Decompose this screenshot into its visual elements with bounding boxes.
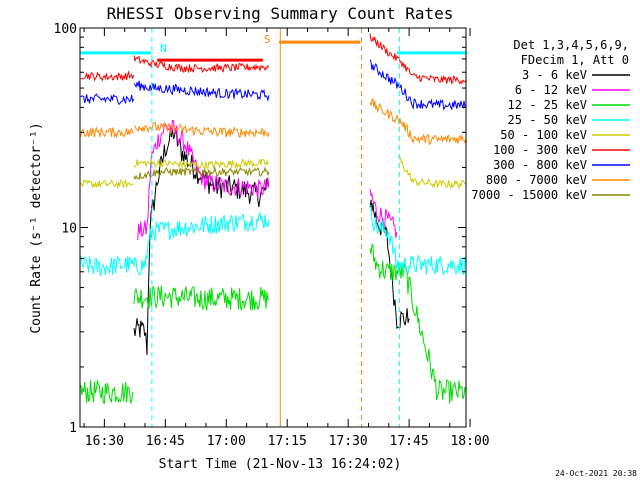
legend: Det 1,3,4,5,6,9, FDecim 1, Att 0 3 - 6 k…	[471, 38, 630, 202]
legend-label: 6 - 12 keV	[515, 83, 587, 97]
x-tick-label: 17:45	[390, 434, 429, 449]
series-line	[369, 97, 467, 146]
series-line	[133, 157, 270, 171]
legend-header-1: Det 1,3,4,5,6,9,	[513, 38, 629, 52]
series-line	[369, 244, 467, 404]
series-line	[369, 59, 467, 111]
series-line	[134, 121, 270, 138]
y-tick-label: 10	[61, 222, 77, 237]
legend-label: 12 - 25 keV	[508, 98, 587, 112]
saa-annotation: S	[264, 33, 271, 46]
x-tick-label: 17:15	[268, 434, 307, 449]
legend-label: 50 - 100 keV	[500, 128, 587, 142]
axis-layer: 16:30 16:45 17:00 17:15 17:30 17:45 18:00 1 10 10…	[54, 22, 490, 449]
series-layer	[80, 33, 467, 405]
night-annotation: N	[160, 42, 167, 55]
series-7000-15000keV	[133, 165, 270, 181]
y-tick-label: 1	[69, 421, 77, 436]
series-line	[80, 126, 134, 139]
series-line	[369, 33, 467, 85]
series-line	[80, 380, 134, 405]
series-line	[399, 156, 467, 190]
series-100-300keV	[80, 33, 467, 85]
x-tick-label: 17:00	[207, 434, 246, 449]
series-line	[133, 211, 270, 276]
x-axis-label: Start Time (21-Nov-13 16:24:02)	[159, 457, 402, 472]
y-tick-label: 100	[54, 22, 77, 37]
series-line	[80, 178, 134, 188]
legend-label: 100 - 300 keV	[493, 143, 587, 157]
series-50-100keV	[80, 156, 467, 190]
legend-label: 7000 - 15000 keV	[471, 188, 587, 202]
series-line	[80, 93, 135, 105]
legend-label: 3 - 6 keV	[522, 68, 587, 82]
series-12-25keV	[80, 244, 467, 405]
series-line	[133, 80, 270, 102]
series-3-6keV	[133, 126, 410, 356]
series-line	[133, 55, 270, 74]
overlay-layer	[80, 28, 467, 427]
series-line	[370, 205, 467, 277]
legend-label: 25 - 50 keV	[508, 113, 587, 127]
legend-label: 300 - 800 keV	[493, 158, 587, 172]
legend-header-2: FDecim 1, Att 0	[521, 53, 629, 67]
footer-timestamp: 24-Oct-2021 20:38	[555, 469, 637, 478]
series-line	[80, 255, 135, 277]
series-25-50keV	[80, 205, 467, 277]
series-line	[369, 199, 410, 330]
y-axis-label: Count Rate (s⁻¹ detector⁻¹)	[29, 122, 44, 333]
chart-title: RHESSI Observing Summary Count Rates	[107, 4, 454, 23]
series-line	[80, 70, 135, 82]
x-tick-label: 18:00	[450, 434, 489, 449]
x-tick-label: 16:30	[85, 434, 124, 449]
plot-frame	[79, 27, 467, 428]
x-tick-label: 16:45	[146, 434, 185, 449]
series-line	[133, 285, 270, 311]
x-tick-label: 17:30	[329, 434, 368, 449]
series-line	[137, 119, 270, 241]
legend-label: 800 - 7000 keV	[486, 173, 587, 187]
series-800-7000keV	[80, 97, 467, 146]
series-line	[133, 165, 270, 181]
series-300-800keV	[80, 59, 467, 111]
